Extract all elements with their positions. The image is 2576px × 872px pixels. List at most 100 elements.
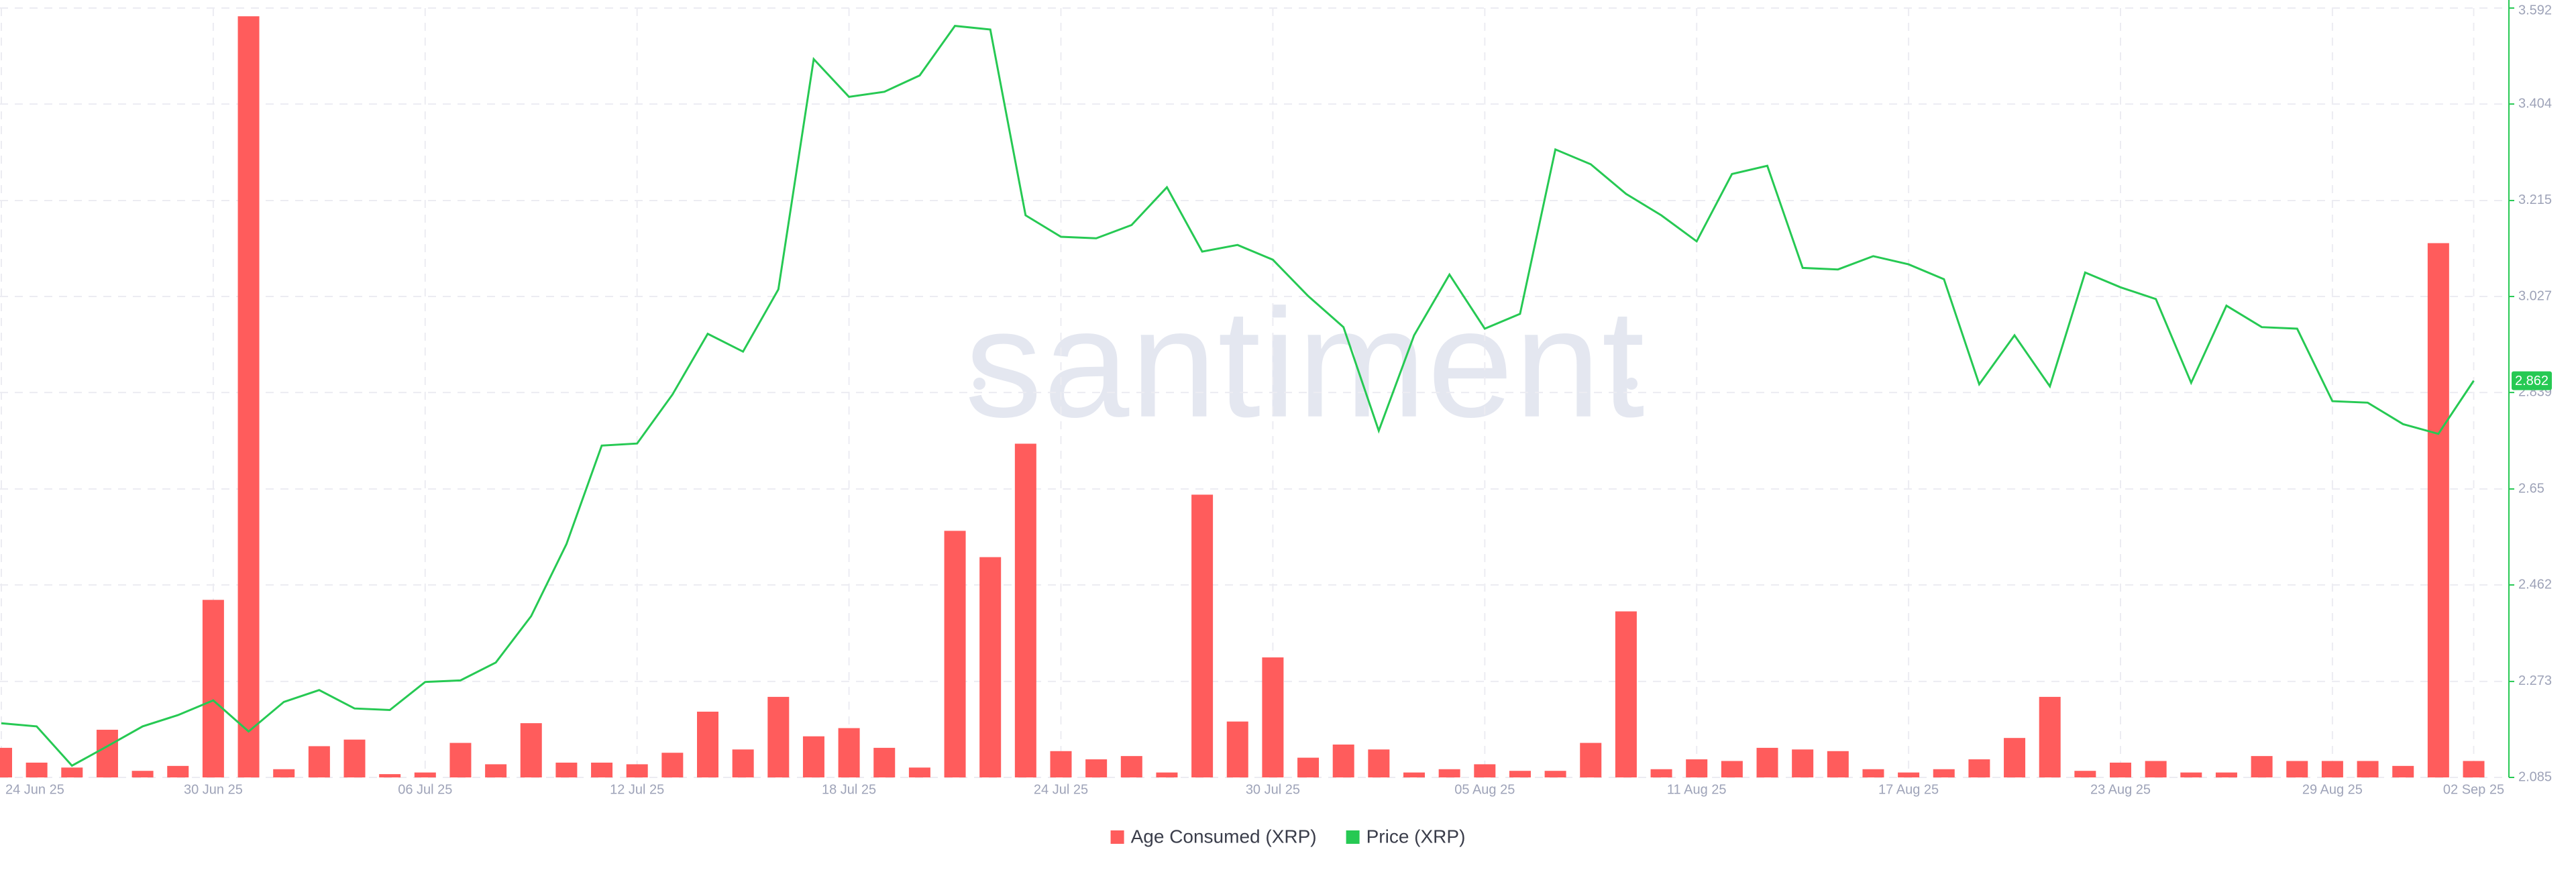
legend-swatch: [1110, 830, 1124, 844]
bar: [1756, 747, 1778, 777]
bar: [61, 767, 83, 777]
bar: [2039, 696, 2061, 777]
bar: [25, 762, 48, 777]
bar: [1862, 769, 1884, 777]
bar: [2145, 761, 2167, 777]
y-tick-label: 2.65: [2518, 481, 2544, 496]
y-tick-label: 2.273: [2518, 673, 2552, 688]
bar: [1368, 749, 1390, 777]
x-tick-label: 17 Aug 25: [1878, 782, 1939, 797]
bar: [449, 743, 472, 777]
bar: [1544, 771, 1566, 777]
bar: [2286, 761, 2308, 777]
bar: [96, 729, 118, 777]
last-value-box: [2512, 371, 2552, 390]
legend-item: Price (XRP): [1346, 826, 1466, 847]
x-tick-label: 24 Jul 25: [1034, 782, 1088, 797]
bar: [273, 769, 295, 777]
legend-label: Age Consumed (XRP): [1131, 826, 1317, 847]
bar: [1191, 494, 1214, 777]
last-value-label: 2.862: [2515, 374, 2548, 388]
bar: [2004, 738, 2026, 777]
watermark-group: santiment: [965, 277, 1646, 449]
watermark-dot: [1625, 378, 1638, 390]
bar: [308, 746, 330, 777]
x-tick-label: 18 Jul 25: [822, 782, 876, 797]
price-line: [1, 25, 2475, 767]
x-tick-label: 06 Jul 25: [398, 782, 452, 797]
bar: [1933, 769, 1955, 777]
legend-label: Price (XRP): [1366, 826, 1466, 847]
bar: [202, 600, 224, 777]
y-tick-label: 3.027: [2518, 288, 2552, 303]
bar: [1968, 759, 1990, 777]
bar: [1686, 759, 1708, 777]
y-tick-label: 3.404: [2518, 96, 2552, 111]
bar: [873, 747, 896, 777]
x-tick-label: 30 Jun 25: [184, 782, 243, 797]
bar: [1085, 759, 1108, 777]
watermark-dot: [973, 378, 985, 390]
bar: [1792, 749, 1814, 777]
bar: [1120, 756, 1142, 777]
bar: [1156, 772, 1178, 777]
bar: [167, 765, 189, 777]
bar: [2215, 772, 2237, 777]
bar: [802, 736, 824, 777]
bar: [838, 728, 860, 777]
x-tick-label: 24 Jun 25: [5, 782, 64, 797]
bar: [485, 764, 507, 777]
bar: [343, 739, 366, 777]
bar: [131, 771, 154, 777]
bar: [1297, 757, 1320, 777]
bar: [2357, 761, 2379, 777]
bar: [237, 16, 260, 778]
x-tick-label: 05 Aug 25: [1454, 782, 1515, 797]
x-tick-label: 29 Aug 25: [2302, 782, 2363, 797]
bar: [379, 774, 401, 777]
bar: [732, 749, 754, 777]
bar: [0, 747, 12, 777]
bar: [1580, 743, 1602, 777]
bar: [1014, 443, 1036, 777]
bar: [626, 764, 648, 777]
bar: [414, 772, 436, 777]
bar: [1615, 611, 1637, 777]
bar: [2251, 756, 2273, 777]
bar: [2427, 243, 2449, 777]
legend-swatch: [1346, 830, 1360, 844]
legend-item: Age Consumed (XRP): [1110, 826, 1317, 847]
bar: [1050, 751, 1072, 777]
bar: [2074, 771, 2096, 777]
x-tick-label: 02 Sep 25: [2443, 782, 2504, 797]
legend: Age Consumed (XRP) Price (XRP): [1110, 826, 1466, 847]
watermark: santiment: [965, 277, 1646, 449]
bar: [2180, 772, 2202, 777]
bar: [2392, 765, 2414, 777]
bar: [555, 762, 578, 777]
x-tick-label: 11 Aug 25: [1667, 782, 1727, 797]
bar: [591, 762, 613, 777]
bar: [1827, 751, 1849, 777]
bar: [2110, 762, 2131, 777]
bar: [1438, 769, 1460, 777]
bar: [979, 557, 1002, 777]
bar: [2321, 761, 2343, 777]
x-tick-label: 23 Aug 25: [2090, 782, 2151, 797]
bar: [1898, 772, 1920, 777]
bar: [661, 753, 684, 777]
y-tick-label: 3.215: [2518, 193, 2552, 207]
bar: [1332, 744, 1354, 777]
bar: [908, 767, 930, 777]
bar: [1721, 761, 1743, 777]
bar: [697, 711, 718, 777]
bar: [1650, 769, 1672, 777]
bar: [1262, 657, 1284, 777]
bar: [1474, 764, 1496, 777]
bar: [1509, 771, 1531, 777]
y-tick-label: 2.462: [2518, 577, 2552, 592]
y-tick-label: 2.085: [2518, 769, 2552, 784]
bar: [767, 696, 790, 777]
bar: [2463, 761, 2485, 777]
